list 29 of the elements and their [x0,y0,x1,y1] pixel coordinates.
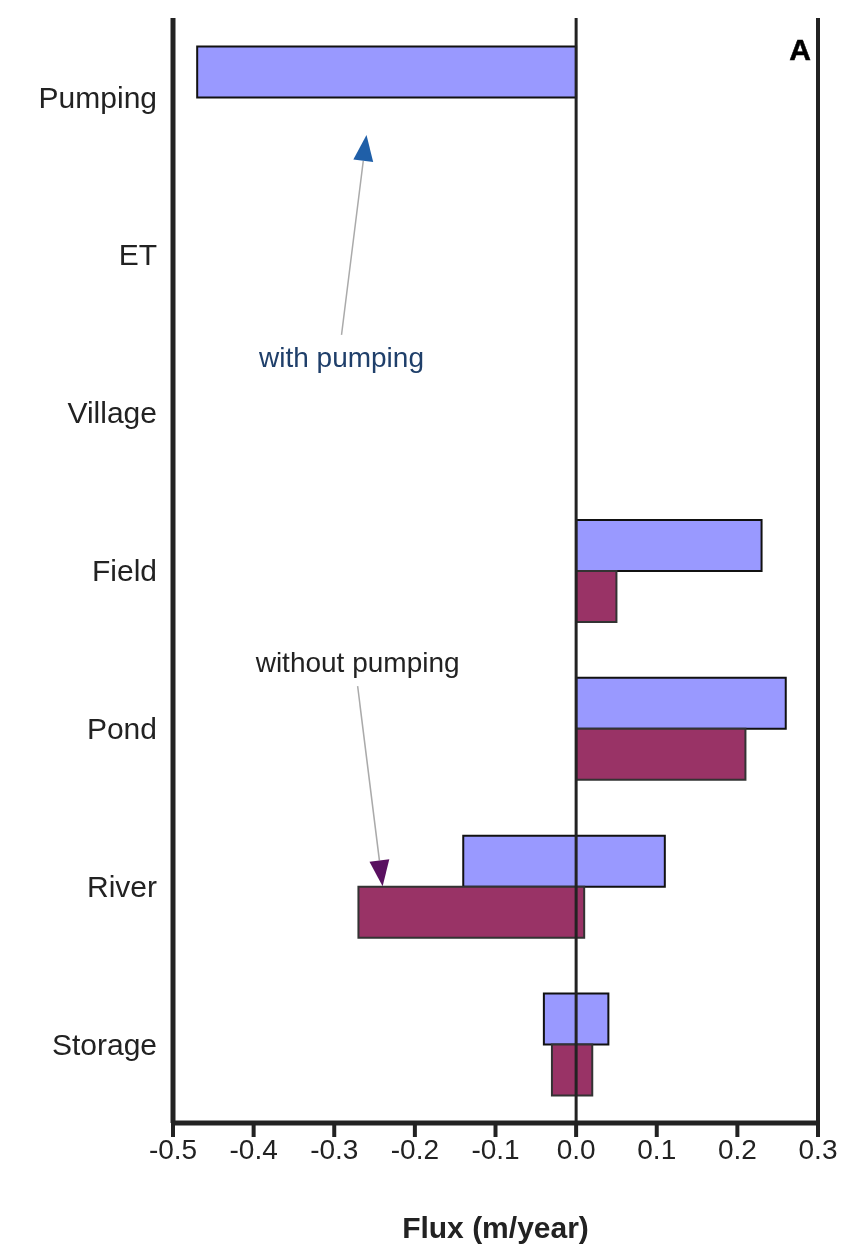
x-tick-label: -0.3 [310,1133,359,1165]
y-tick-label: Pond [86,712,157,746]
y-tick-label: Storage [51,1027,157,1061]
y-tick-label: Field [91,554,157,588]
y-tick-label: Pumping [38,80,157,114]
x-axis-title: Flux (m/year) [402,1211,589,1244]
annotation: A [789,33,811,66]
x-tick-label: -0.1 [471,1133,520,1165]
bar [462,834,666,888]
bar [575,518,763,572]
x-tick-label: 0.0 [556,1133,596,1165]
x-tick-label: -0.5 [148,1133,198,1165]
bar [550,1043,594,1097]
bar [575,569,618,623]
annotation: without pumping [254,647,460,679]
bar [357,885,586,939]
x-tick-label: 0.3 [798,1133,838,1165]
bar [575,727,747,781]
x-tick-label: -0.4 [229,1133,278,1165]
y-tick-label: Village [67,396,157,430]
bar [196,45,578,99]
x-tick-label: 0.1 [637,1133,677,1165]
y-tick-label: ET [118,238,157,272]
annotation: with pumping [258,341,424,373]
x-tick-label: -0.2 [390,1133,439,1165]
x-tick-label: 0.2 [717,1133,757,1165]
y-tick-label: River [86,869,157,903]
bar [542,992,610,1046]
bar [575,676,787,730]
